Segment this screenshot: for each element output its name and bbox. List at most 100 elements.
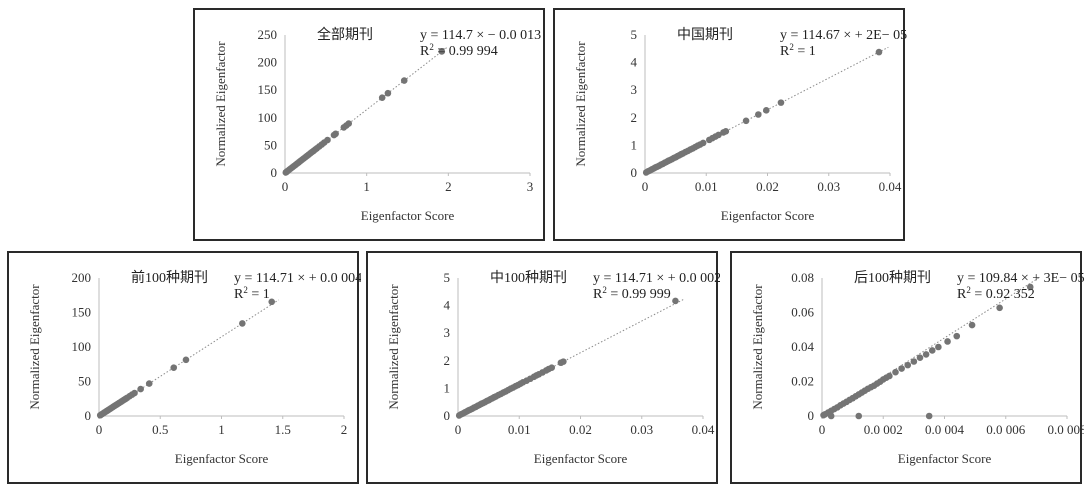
y-tick-label: 2: [444, 353, 451, 368]
trendline-equation: y = 114.67 × + 2E− 05: [780, 28, 907, 43]
data-point: [239, 320, 246, 327]
y-axis-title: Normalized Eigenfactor: [386, 284, 401, 410]
chart-svg: 0 0.02 0.04 0.06 0.08 0 0.0 002 0.0 004 0.0 006 0…: [750, 270, 1085, 466]
data-point: [742, 117, 750, 125]
data-point: [400, 77, 408, 84]
x-tick-label: 1.5: [275, 422, 291, 437]
data-point: [548, 364, 556, 371]
data-point: [777, 99, 785, 106]
x-tick-label: 2: [445, 179, 452, 194]
y-axis-title: Normalized Eigenfactor: [750, 284, 765, 410]
data-point: [755, 111, 762, 118]
y-axis-title: Normalized Eigenfactor: [213, 41, 228, 167]
data-point: [922, 351, 930, 358]
x-axis-title: Eigenfactor Score: [534, 451, 628, 466]
x-tick-label: 0.0 008: [1048, 422, 1085, 437]
r-squared-value: R2 = 1: [780, 42, 816, 59]
x-tick-label: 0.0 006: [986, 422, 1026, 437]
r-squared-value: R2 = 0.99 999: [593, 285, 671, 302]
r-squared-value: R2 = 0.99 994: [420, 42, 498, 59]
chart-svg: 0 50 100 150 200 250 0 1 2 3 Eigenfactor Score Norm…: [213, 26, 541, 223]
x-tick-label: 2: [341, 422, 348, 437]
y-tick-label: 0.06: [791, 305, 814, 320]
data-point: [935, 343, 942, 351]
chart-panel-bottom100-journals: 0 0.02 0.04 0.06 0.08 0 0.0 002 0.0 004 0.0 006 0…: [730, 251, 1085, 484]
data-point: [137, 385, 144, 393]
chart-panel-all-journals: 0 50 100 150 200 250 0 1 2 3 Eigenfactor Score Norm…: [193, 8, 545, 241]
trendline: [284, 46, 449, 174]
y-tick-label: 200: [72, 270, 92, 285]
x-tick-label: 0: [282, 179, 289, 194]
y-tick-label: 150: [258, 82, 278, 97]
chart-panel-top100-journals: 0 50 100 150 200 0 0.5 1 1.5 2 Eigenfactor Score No…: [7, 251, 361, 484]
chart-svg: 0 50 100 150 200 0 0.5 1 1.5 2 Eigenfactor Score No…: [27, 269, 361, 466]
data-point: [560, 358, 567, 365]
y-tick-label: 3: [631, 82, 638, 97]
data-point: [910, 358, 918, 365]
x-tick-label: 1: [363, 179, 370, 194]
data-point: [345, 120, 352, 127]
data-point: [170, 364, 178, 371]
x-tick-label: 0: [455, 422, 462, 437]
y-tick-label: 100: [258, 110, 278, 125]
series-label: 全部期刊: [317, 26, 373, 43]
y-tick-label: 4: [631, 55, 638, 70]
data-point: [916, 354, 924, 361]
y-tick-label: 4: [444, 298, 451, 313]
r-squared-value: R2 = 0.92 352: [957, 285, 1035, 302]
x-axis-title: Eigenfactor Score: [361, 208, 455, 223]
x-tick-label: 0.01: [695, 179, 718, 194]
x-tick-label: 0.03: [630, 422, 653, 437]
y-tick-label: 5: [631, 27, 638, 42]
y-tick-label: 3: [444, 325, 451, 340]
y-axis-title: Normalized Eigenfactor: [27, 284, 42, 410]
series-label: 后100种期刊: [854, 270, 931, 286]
series-label: 前100种期刊: [131, 269, 208, 286]
series-label: 中100种期刊: [490, 270, 567, 286]
data-point: [904, 361, 912, 369]
y-axis-title: Normalized Eigenfactor: [573, 41, 588, 167]
trendline-equation: y = 109.84 × + 3E− 05: [957, 271, 1084, 286]
y-tick-label: 5: [444, 270, 451, 285]
data-point: [378, 94, 386, 101]
y-tick-label: 0.02: [791, 374, 814, 389]
y-tick-label: 1: [444, 380, 451, 395]
r-squared-value: R2 = 1: [234, 285, 270, 302]
y-tick-label: 0.04: [791, 339, 814, 354]
y-tick-label: 150: [72, 305, 92, 320]
x-tick-label: 0: [642, 179, 649, 194]
data-point: [182, 356, 190, 364]
y-tick-label: 0: [631, 165, 638, 180]
y-tick-label: 0: [85, 408, 92, 423]
y-tick-label: 0: [271, 165, 278, 180]
data-point: [968, 321, 976, 329]
x-axis-title: Eigenfactor Score: [898, 451, 992, 466]
trendline-equation: y = 114.71 × + 0.0 002: [593, 271, 720, 286]
x-tick-label: 0.5: [152, 422, 168, 437]
y-tick-label: 0: [808, 408, 815, 423]
x-tick-label: 0.04: [692, 422, 715, 437]
y-tick-label: 2: [631, 110, 638, 125]
x-tick-label: 0.01: [508, 422, 531, 437]
chart-panel-chinese-journals: 0 1 2 3 4 5 0 0.01 0.02 0.03 0.04 Eigenfactor Score…: [553, 8, 907, 241]
x-tick-label: 0.02: [756, 179, 779, 194]
data-point: [384, 89, 392, 97]
data-point: [324, 136, 331, 144]
trendline-equation: y = 114.7 × − 0.0 013: [420, 28, 541, 43]
data-point: [875, 48, 883, 56]
data-point: [715, 131, 722, 139]
chart-panel-middle100-journals: 0 1 2 3 4 5 0 0.01 0.02 0.03 0.04 Eigenfactor Score…: [366, 251, 720, 484]
x-tick-label: 0: [96, 422, 103, 437]
x-tick-label: 0.02: [569, 422, 592, 437]
x-axis-title: Eigenfactor Score: [175, 451, 269, 466]
y-tick-label: 250: [258, 27, 278, 42]
y-tick-label: 50: [264, 137, 277, 152]
y-tick-label: 200: [258, 55, 278, 70]
x-tick-label: 0: [819, 422, 826, 437]
data-point: [672, 297, 679, 305]
data-point: [131, 389, 138, 397]
data-point: [886, 372, 893, 380]
data-point: [892, 368, 899, 376]
x-tick-label: 3: [527, 179, 534, 194]
x-tick-label: 1: [218, 422, 225, 437]
